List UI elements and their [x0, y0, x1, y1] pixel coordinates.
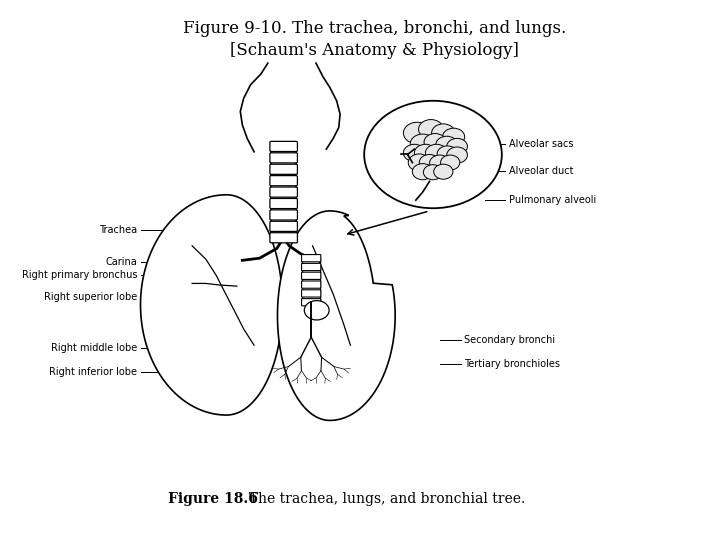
- Text: Alveolar duct: Alveolar duct: [509, 166, 573, 176]
- Circle shape: [431, 124, 455, 142]
- Circle shape: [430, 155, 450, 171]
- Text: Figure 9-10. The trachea, bronchi, and lungs.: Figure 9-10. The trachea, bronchi, and l…: [183, 20, 566, 37]
- Circle shape: [437, 146, 458, 162]
- Circle shape: [419, 154, 440, 171]
- FancyBboxPatch shape: [302, 264, 321, 271]
- Text: Tertiary bronchioles: Tertiary bronchioles: [464, 359, 560, 369]
- Circle shape: [403, 144, 426, 161]
- Circle shape: [433, 164, 453, 179]
- Circle shape: [364, 101, 502, 208]
- Circle shape: [424, 133, 446, 151]
- Text: Figure 18.6: Figure 18.6: [168, 492, 258, 507]
- Text: Carina: Carina: [105, 257, 137, 267]
- Text: Right primary bronchus: Right primary bronchus: [22, 271, 137, 280]
- Text: Pulmonary alveoli: Pulmonary alveoli: [509, 195, 596, 205]
- FancyBboxPatch shape: [270, 221, 297, 232]
- Circle shape: [413, 164, 433, 180]
- FancyBboxPatch shape: [270, 198, 297, 208]
- Text: [Schaum's Anatomy & Physiology]: [Schaum's Anatomy & Physiology]: [230, 42, 519, 59]
- FancyBboxPatch shape: [302, 281, 321, 288]
- Polygon shape: [277, 211, 395, 421]
- Text: Trachea: Trachea: [99, 225, 137, 235]
- Circle shape: [443, 128, 464, 145]
- Text: The trachea, lungs, and bronchial tree.: The trachea, lungs, and bronchial tree.: [240, 492, 526, 507]
- FancyBboxPatch shape: [270, 210, 297, 220]
- FancyBboxPatch shape: [302, 254, 321, 262]
- FancyBboxPatch shape: [302, 290, 321, 297]
- FancyBboxPatch shape: [302, 272, 321, 279]
- Circle shape: [415, 144, 436, 161]
- Circle shape: [403, 122, 431, 144]
- Text: Right inferior lobe: Right inferior lobe: [49, 367, 137, 377]
- Text: Right middle lobe: Right middle lobe: [51, 343, 137, 353]
- Circle shape: [447, 138, 467, 154]
- Circle shape: [423, 165, 443, 180]
- Circle shape: [441, 155, 460, 170]
- Text: Right superior lobe: Right superior lobe: [44, 292, 137, 302]
- FancyBboxPatch shape: [270, 164, 297, 174]
- Circle shape: [408, 154, 431, 171]
- FancyBboxPatch shape: [270, 153, 297, 163]
- FancyBboxPatch shape: [270, 176, 297, 186]
- Circle shape: [447, 147, 467, 163]
- FancyBboxPatch shape: [302, 299, 321, 306]
- FancyBboxPatch shape: [270, 233, 297, 243]
- Text: Alveolar sacs: Alveolar sacs: [509, 139, 573, 148]
- Circle shape: [426, 144, 447, 161]
- Circle shape: [305, 301, 329, 320]
- Circle shape: [410, 134, 435, 153]
- Circle shape: [436, 136, 458, 153]
- FancyBboxPatch shape: [270, 187, 297, 197]
- Text: Secondary bronchi: Secondary bronchi: [464, 335, 555, 345]
- FancyBboxPatch shape: [270, 141, 297, 152]
- Polygon shape: [140, 195, 282, 415]
- Circle shape: [418, 119, 444, 139]
